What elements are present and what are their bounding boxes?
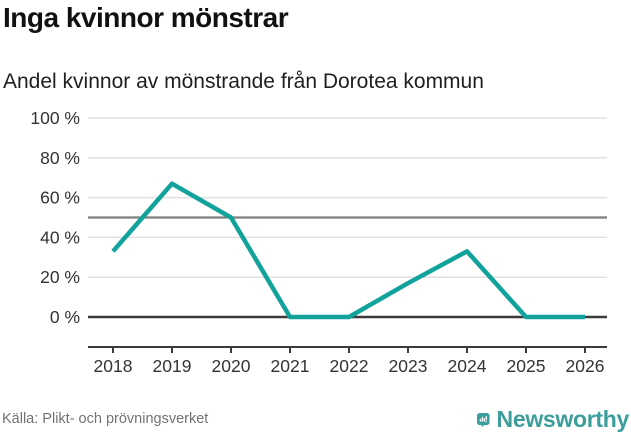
newsworthy-logo-icon [477, 412, 490, 427]
y-axis-label: 100 % [30, 108, 80, 128]
x-axis-label: 2024 [448, 356, 487, 376]
x-axis-label: 2018 [94, 356, 133, 376]
x-axis-label: 2026 [566, 356, 605, 376]
x-axis-label: 2023 [389, 356, 428, 376]
newsworthy-logo[interactable]: Newsworthy [477, 401, 629, 438]
y-axis-label: 0 % [50, 307, 80, 327]
chart-line [111, 181, 585, 320]
newsworthy-wordmark: Newsworthy [496, 406, 630, 432]
x-axis-label: 2021 [271, 356, 310, 376]
x-axis-label: 2025 [507, 356, 546, 376]
x-axis-label: 2019 [153, 356, 192, 376]
page-title: Inga kvinnor mönstrar [3, 2, 289, 33]
x-axis-label: 2022 [330, 356, 369, 376]
source-note: Källa: Plikt- och prövningsverket [2, 411, 209, 427]
y-axis-label: 20 % [40, 267, 80, 287]
y-axis-label: 60 % [40, 188, 80, 208]
x-axis-label: 2020 [212, 356, 251, 376]
y-axis-label: 80 % [40, 148, 80, 168]
y-axis-label: 40 % [40, 227, 80, 247]
chart-subtitle: Andel kvinnor av mönstrande från Dorotea… [3, 70, 484, 93]
